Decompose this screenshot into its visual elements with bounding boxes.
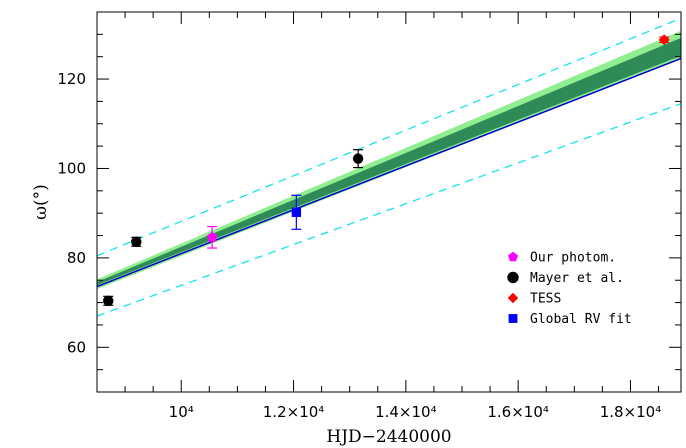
legend-marker-our-photom: [508, 251, 518, 262]
legend-label-global-rv-fit: Global RV fit: [530, 312, 632, 327]
x-tick-label: 1.8×10⁴: [600, 403, 662, 421]
legend-label-mayer-et-al: Mayer et al.: [530, 271, 624, 286]
line-layer: [97, 17, 681, 317]
data-point-tess-1: [658, 34, 670, 46]
dashed-line-3: [97, 103, 681, 317]
legend-label-our-photom: Our photom.: [530, 251, 616, 266]
y-tick-label: 80: [67, 249, 86, 267]
fit-line-1: [97, 57, 681, 288]
x-tick-label: 1.6×10⁴: [487, 403, 549, 421]
y-axis-ticks: 60 80 100 120: [57, 33, 681, 371]
confidence-band-2: [97, 37, 681, 286]
band-layer: [97, 30, 681, 290]
x-tick-label: 1.2×10⁴: [263, 403, 325, 421]
x-axis-title: HJD−2440000: [326, 427, 451, 447]
data-point-our-photom-1: [206, 231, 218, 242]
data-point-mayer-et-al-3: [352, 153, 364, 164]
y-axis-title: ω(°): [31, 184, 51, 220]
data-point-mayer-et-al-1: [103, 295, 114, 307]
plot-frame: [96, 11, 682, 393]
legend-marker-mayer-et-al: [507, 271, 519, 284]
x-tick-label: 1.4×10⁴: [375, 403, 437, 421]
x-axis-ticks: 10⁴ 1.2×10⁴ 1.4×10⁴ 1.6×10⁴ 1.8×10⁴: [96, 12, 662, 421]
y-tick-label: 100: [57, 159, 86, 177]
data-point-global-rv-fit-1: [291, 207, 302, 217]
legend-label-tess: TESS: [530, 292, 561, 307]
y-tick-label: 60: [67, 338, 86, 356]
y-tick-label: 120: [57, 70, 86, 88]
legend-marker-global-rv-fit: [508, 314, 518, 323]
legend-marker-tess: [507, 292, 519, 304]
x-tick-label: 10⁴: [169, 403, 194, 421]
legend: Our photom. Mayer et al. TESS Global RV fit: [507, 251, 632, 327]
dashed-line-2: [97, 17, 681, 257]
data-point-mayer-et-al-2: [131, 236, 142, 248]
marker-layer: [103, 34, 670, 307]
